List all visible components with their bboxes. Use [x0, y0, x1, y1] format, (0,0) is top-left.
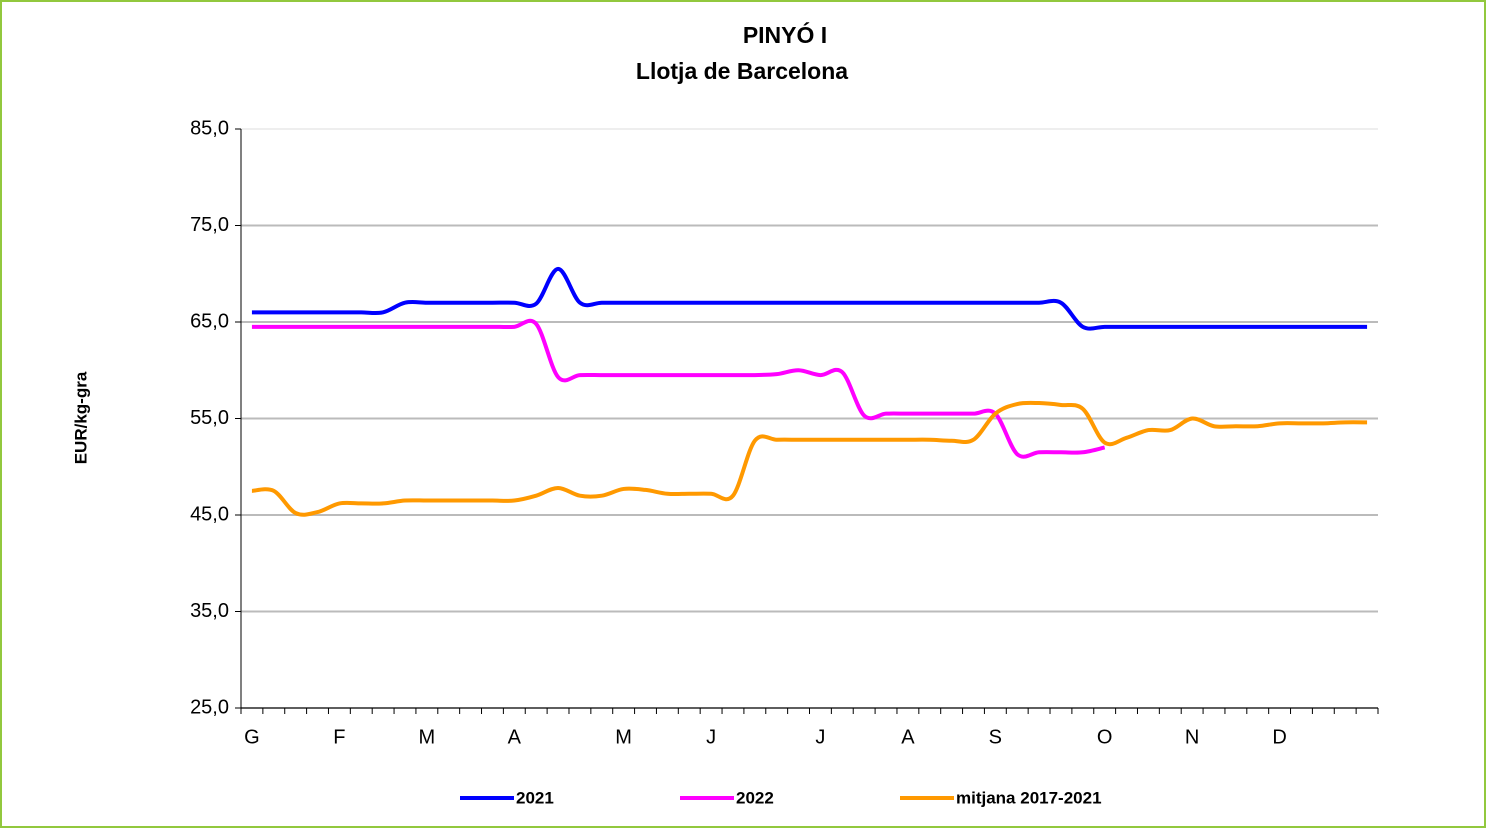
y-tick-label: 65,0 [190, 310, 229, 332]
legend-label: 2021 [516, 788, 554, 807]
y-tick-label: 35,0 [190, 600, 229, 622]
legend-label: 2022 [736, 788, 774, 807]
y-tick-label: 45,0 [190, 503, 229, 525]
chart-title: PINYÓ I [743, 21, 827, 48]
series-line [251, 318, 1106, 459]
x-tick-label: J [815, 726, 825, 748]
x-tick-label: D [1272, 726, 1286, 748]
chart-subtitle: Llotja de Barcelona [636, 58, 848, 84]
x-tick-label: F [333, 726, 345, 748]
x-tick-label: S [989, 726, 1002, 748]
x-tick-label: G [244, 726, 260, 748]
series-line [251, 266, 1368, 331]
y-tick-label: 25,0 [190, 696, 229, 718]
x-tick-label: M [419, 726, 436, 748]
x-tick-label: A [901, 726, 915, 748]
y-tick-label: 55,0 [190, 407, 229, 429]
series-line [251, 400, 1368, 517]
x-tick-label: J [706, 726, 716, 748]
legend-label: mitjana 2017-2021 [956, 788, 1102, 807]
x-tick-label: M [615, 726, 632, 748]
x-tick-label: A [508, 726, 522, 748]
y-tick-label: 75,0 [190, 214, 229, 236]
y-axis-title: EUR/kg-gra [71, 371, 90, 464]
x-tick-label: N [1185, 726, 1199, 748]
y-tick-label: 85,0 [190, 117, 229, 139]
x-tick-label: O [1097, 726, 1113, 748]
